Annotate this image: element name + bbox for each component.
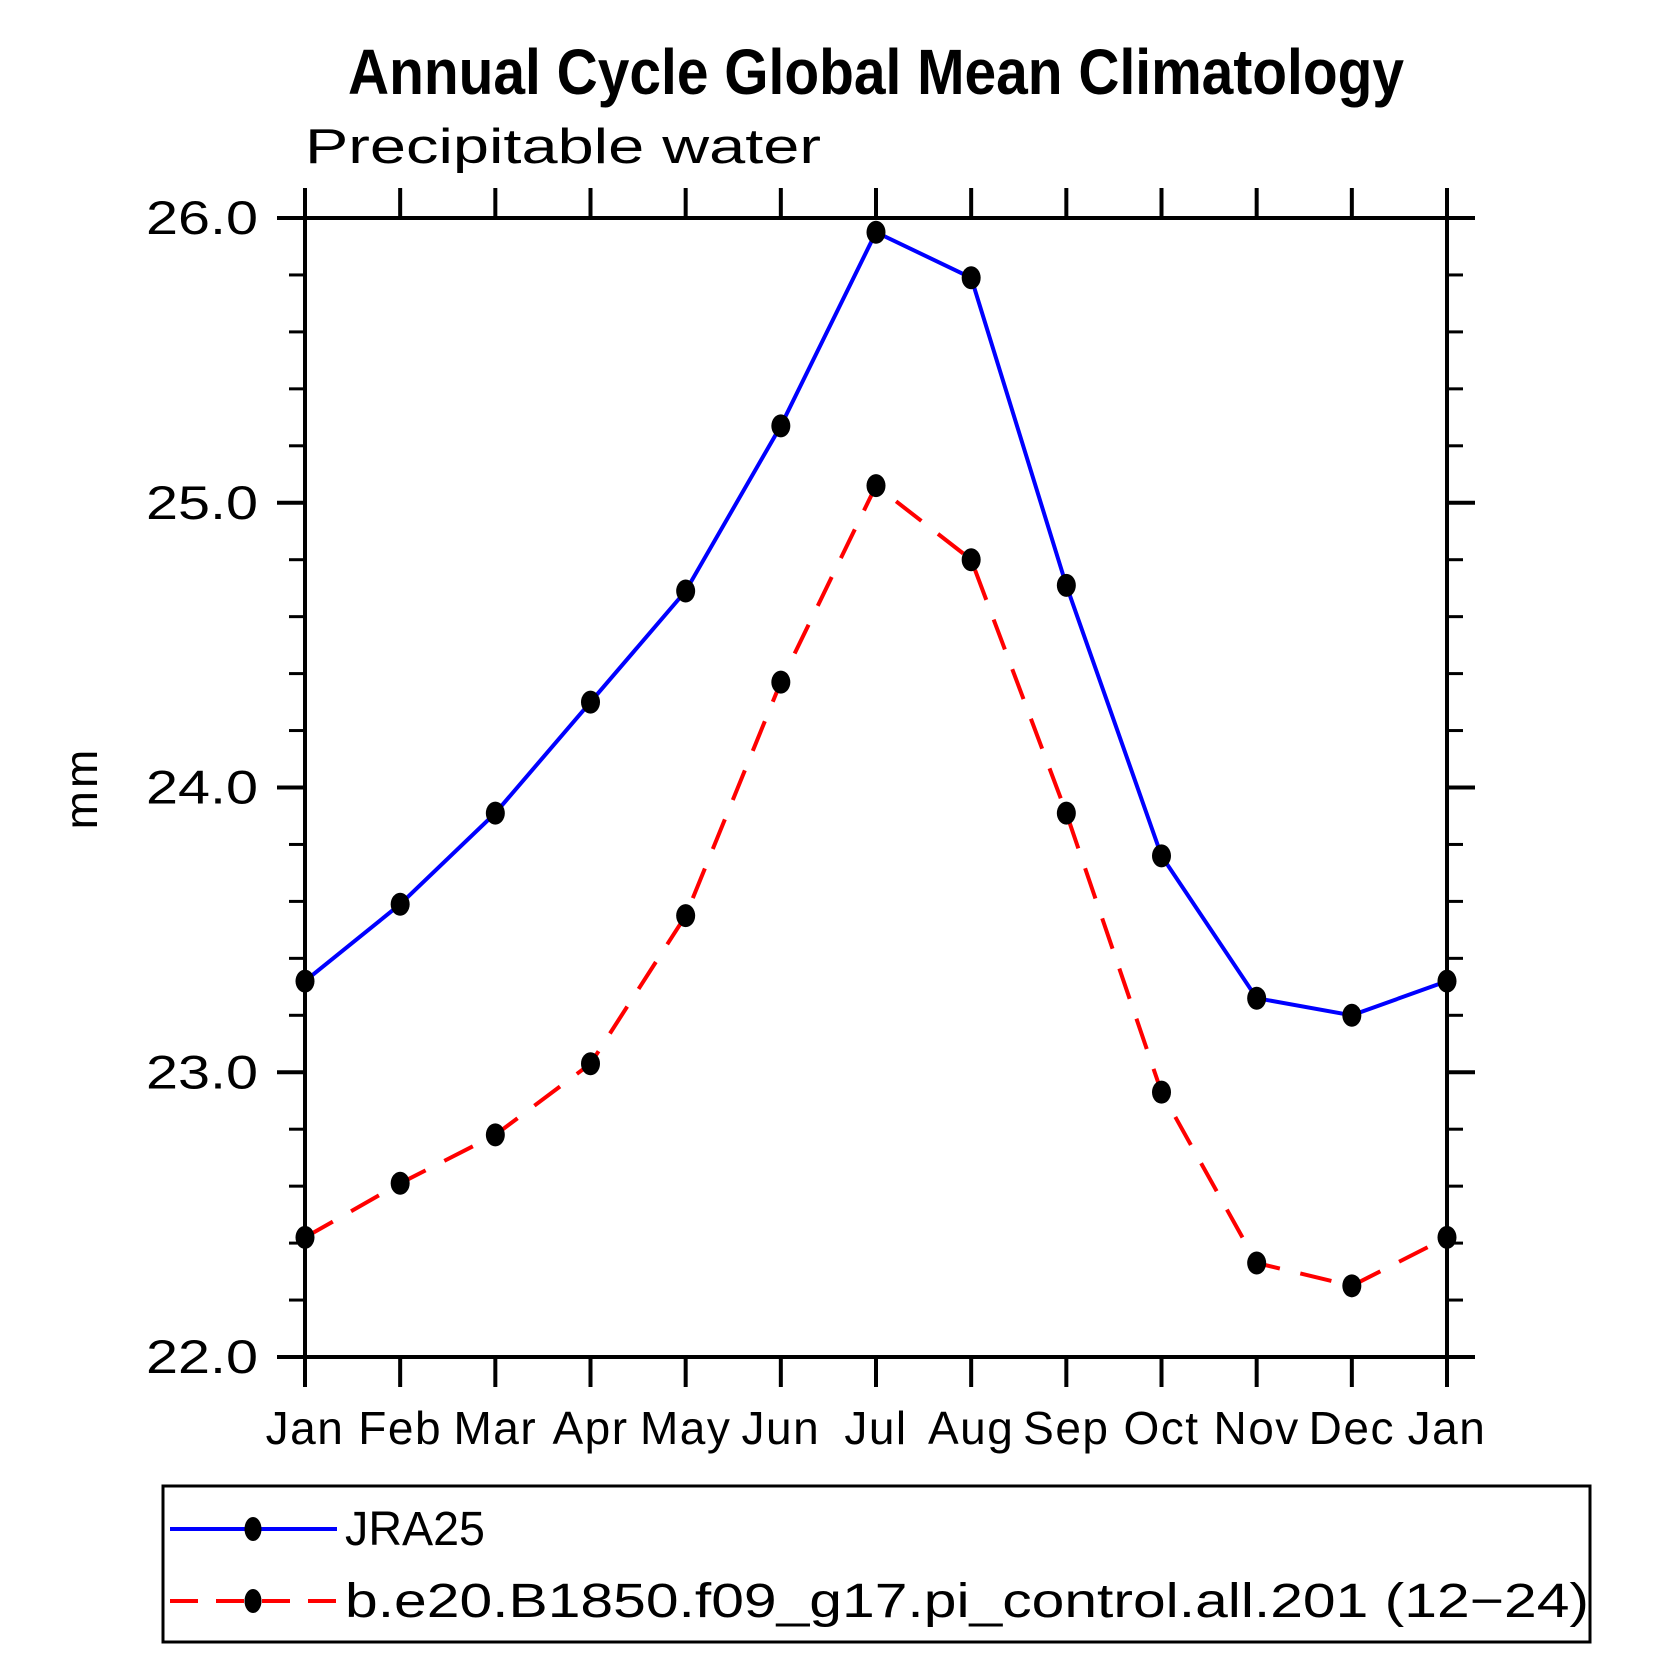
data-point-marker xyxy=(866,220,886,244)
series-line-model xyxy=(304,482,1448,1288)
chart-title: Annual Cycle Global Mean Climatology xyxy=(348,36,1404,108)
data-point-marker xyxy=(676,579,696,603)
plot-box xyxy=(303,216,1449,1359)
data-point-marker xyxy=(295,969,315,993)
y-tick-label: 22.0 xyxy=(146,1330,258,1383)
data-point-marker xyxy=(1342,1003,1362,1027)
series-lines xyxy=(295,220,1457,1298)
data-point-marker xyxy=(295,1225,315,1249)
y-tick-label: 26.0 xyxy=(146,191,258,244)
data-point-marker xyxy=(1152,844,1171,868)
y-axis-label: mm xyxy=(55,747,107,830)
x-tick-label: Sep xyxy=(1023,1402,1109,1454)
x-tick-label: Jan xyxy=(266,1402,345,1454)
y-tick-label: 25.0 xyxy=(146,476,258,529)
legend-box xyxy=(161,1484,1592,1644)
data-point-marker xyxy=(961,548,981,572)
x-tick-label: Oct xyxy=(1123,1402,1199,1454)
data-point-marker xyxy=(1437,1225,1457,1249)
data-point-marker xyxy=(485,801,505,825)
data-point-marker xyxy=(866,474,886,498)
data-point-marker xyxy=(1056,573,1076,597)
legend-label: b.e20.B1850.f09_g17.pi_control.all.201 (… xyxy=(345,1575,1589,1628)
data-point-marker xyxy=(390,1171,410,1195)
legend: JRA25 b.e20.B1850.f09_g17.pi_control.all.… xyxy=(161,1484,1592,1644)
y-tick-label: 23.0 xyxy=(146,1045,258,1098)
axes: Jan Feb Mar Apr May Jun Jul Aug Sep Oct Nov Dec Jan2… xyxy=(146,188,1487,1454)
x-tick-label: Feb xyxy=(358,1402,442,1454)
data-point-marker xyxy=(771,414,791,438)
x-tick-label: Aug xyxy=(928,1402,1014,1454)
legend-marker xyxy=(244,1589,262,1613)
x-tick-label: Jan xyxy=(1408,1402,1487,1454)
series-line-jra25 xyxy=(303,229,1448,1018)
x-tick-label: Jul xyxy=(844,1402,907,1454)
chart-subtitle: Precipitable water xyxy=(305,120,821,174)
x-tick-label: May xyxy=(640,1402,731,1454)
x-tick-label: Nov xyxy=(1214,1402,1300,1454)
data-point-marker xyxy=(1247,986,1267,1010)
legend-marker xyxy=(244,1517,262,1541)
data-point-marker xyxy=(1247,1251,1267,1275)
data-point-marker xyxy=(390,892,410,916)
x-tick-label: Jun xyxy=(741,1402,820,1454)
data-point-marker xyxy=(771,670,791,694)
x-tick-label: Mar xyxy=(453,1402,537,1454)
data-point-marker xyxy=(1342,1274,1362,1298)
data-point-marker xyxy=(676,904,696,928)
legend-label: JRA25 xyxy=(345,1503,485,1556)
y-tick-label: 24.0 xyxy=(146,761,258,814)
data-point-marker xyxy=(581,690,600,714)
data-point-marker xyxy=(961,266,981,290)
x-tick-label: Dec xyxy=(1309,1402,1395,1454)
data-point-marker xyxy=(485,1123,505,1147)
data-point-marker xyxy=(1152,1080,1171,1104)
x-tick-label: Apr xyxy=(552,1402,628,1454)
data-point-marker xyxy=(1056,801,1076,825)
data-point-marker xyxy=(581,1052,600,1076)
data-point-marker xyxy=(1437,969,1457,993)
